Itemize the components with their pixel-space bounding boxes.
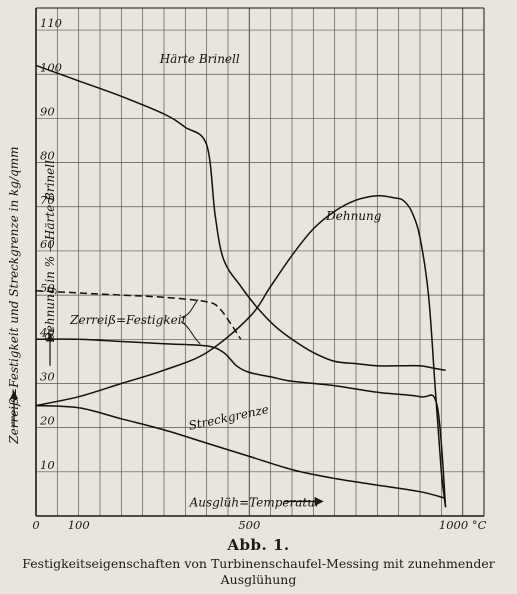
y-tick-label: 100 xyxy=(40,60,62,74)
x-tick-label: 0 xyxy=(32,518,39,532)
series-group xyxy=(35,64,447,508)
y-tick-label: 90 xyxy=(40,104,55,118)
y-tick-label: 80 xyxy=(40,149,55,163)
x-tick-label: 100 xyxy=(68,518,90,532)
y-tick-label: 70 xyxy=(40,193,55,207)
x-tick-label: 1000 °C xyxy=(439,518,487,532)
y-tick-label: 60 xyxy=(40,237,55,251)
label-haerte-brinell: Härte Brinell xyxy=(159,52,240,66)
leader-line-dashed xyxy=(180,299,199,318)
y-tick-label: 110 xyxy=(40,16,62,30)
figure-caption: Festigkeitseigenschaften von Turbinensch… xyxy=(22,556,495,587)
y-tick-label: 20 xyxy=(39,414,55,428)
y-tick-label: 50 xyxy=(40,281,55,295)
series-dehnung xyxy=(35,194,447,508)
y-axis-label-inner: Dehnung in % —Härte Brinell xyxy=(43,160,57,343)
axes xyxy=(35,7,485,517)
figure-title: Abb. 1. xyxy=(227,536,290,554)
series-haerte-brinell xyxy=(35,64,446,371)
series-zerreiss-festigkeit-dashed xyxy=(35,289,242,340)
x-axis-label: Ausglüh=Temperatur xyxy=(189,495,322,509)
leader-line-solid xyxy=(180,321,201,345)
y-tick-label: 10 xyxy=(40,458,55,472)
y-axis-label-left: Zerreiß=Festigkeit und Streckgrenze in k… xyxy=(7,147,21,445)
series-streckgrenze xyxy=(35,404,446,500)
series-zerreiss-festigkeit xyxy=(35,338,447,508)
label-dehnung: Dehnung xyxy=(325,209,382,223)
grid xyxy=(36,8,484,516)
label-zerreiss-festigkeit: Zerreiß=Festigkeit xyxy=(69,313,186,327)
y-tick-label: 30 xyxy=(40,369,55,383)
x-tick-label: 500 xyxy=(238,518,260,532)
label-streckgrenze: Streckgrenze xyxy=(187,402,270,433)
